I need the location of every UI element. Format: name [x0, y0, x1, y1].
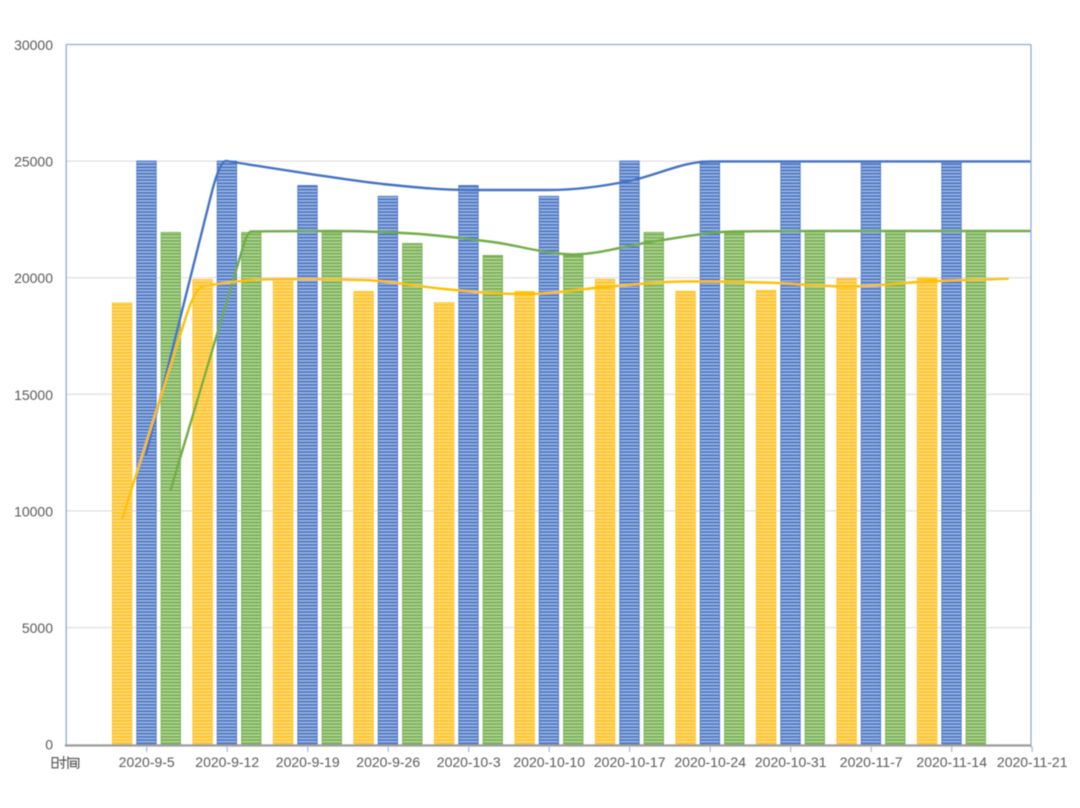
svg-text:2020-11-21: 2020-11-21 [997, 754, 1068, 770]
svg-text:2020-9-12: 2020-9-12 [195, 754, 259, 770]
svg-text:2020-9-5: 2020-9-5 [119, 754, 175, 770]
svg-text:20000: 20000 [14, 270, 53, 286]
svg-text:2020-9-26: 2020-9-26 [356, 754, 420, 770]
svg-text:0: 0 [45, 737, 53, 753]
svg-text:25000: 25000 [14, 154, 53, 170]
svg-text:2020-10-31: 2020-10-31 [755, 754, 827, 770]
svg-text:2020-9-19: 2020-9-19 [276, 754, 340, 770]
svg-text:2020-10-17: 2020-10-17 [594, 754, 666, 770]
svg-text:30000: 30000 [14, 37, 53, 53]
svg-text:10000: 10000 [14, 503, 53, 519]
svg-text:2020-11-14: 2020-11-14 [916, 754, 987, 770]
svg-text:5000: 5000 [22, 620, 53, 636]
svg-text:2020-10-24: 2020-10-24 [674, 754, 746, 770]
svg-text:2020-11-7: 2020-11-7 [840, 754, 903, 770]
svg-text:2020-10-3: 2020-10-3 [437, 754, 501, 770]
svg-text:15000: 15000 [14, 387, 53, 403]
svg-text:2020-10-10: 2020-10-10 [513, 754, 585, 770]
